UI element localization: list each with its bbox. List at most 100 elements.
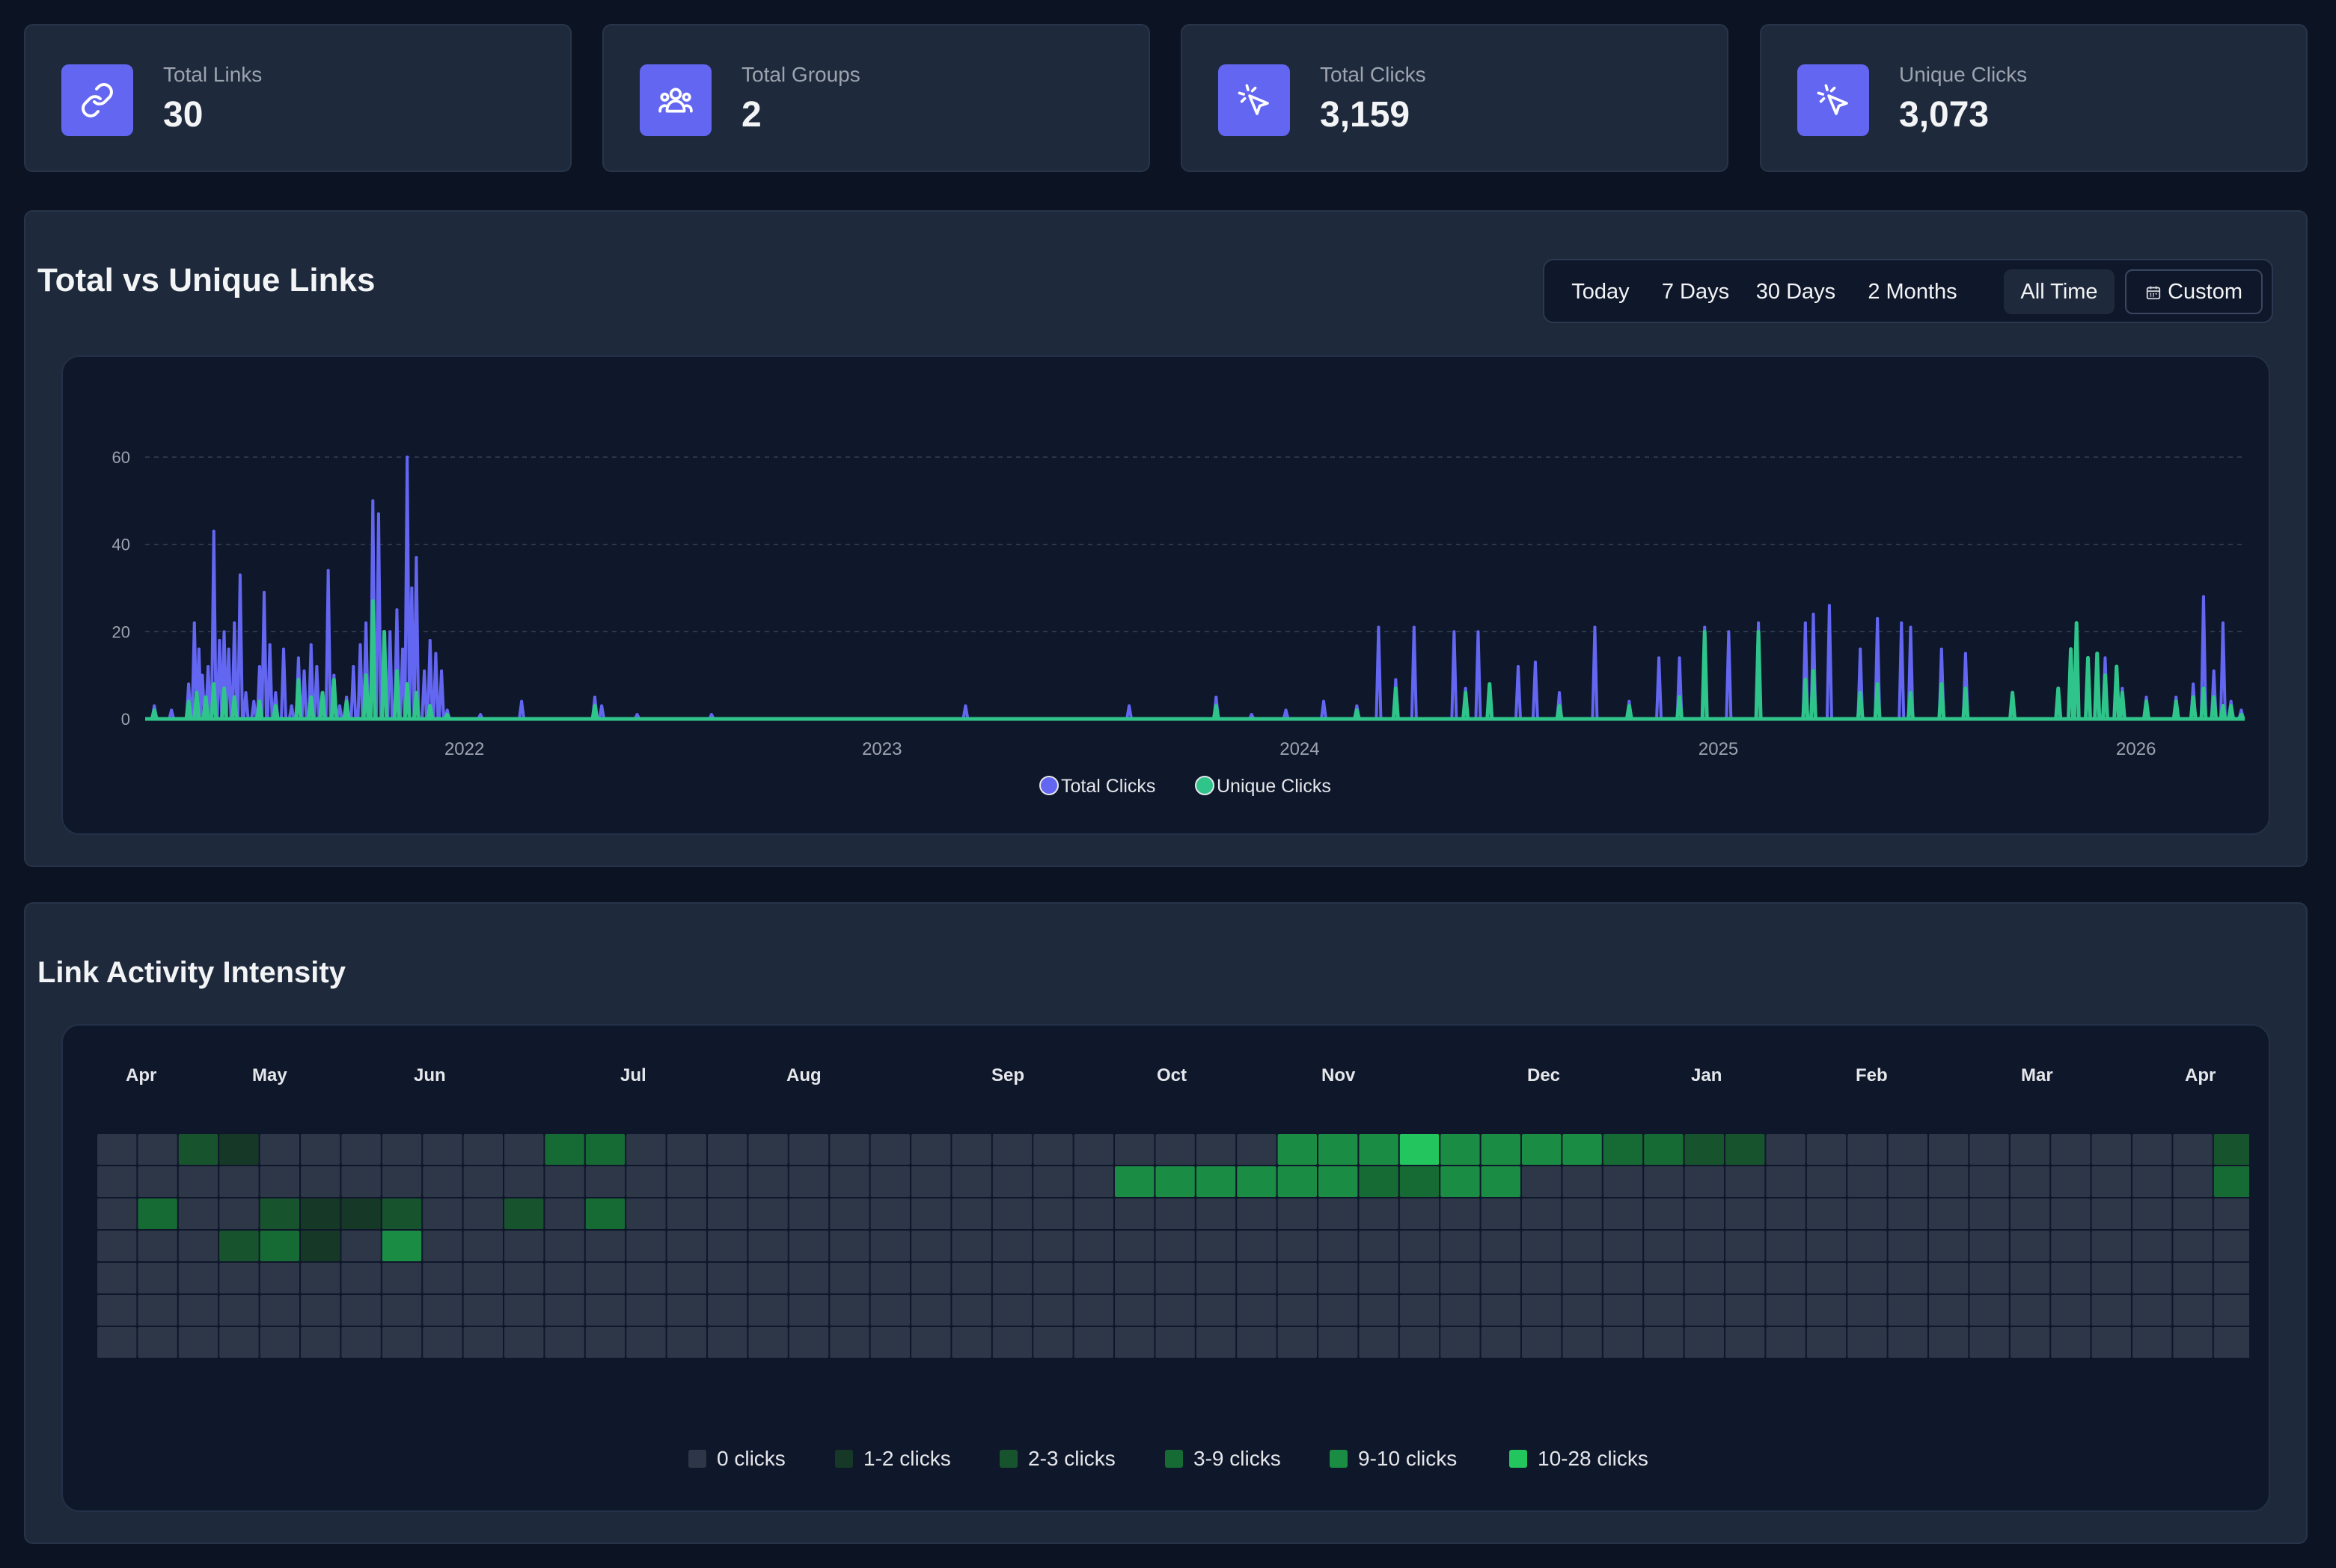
heatmap-cell[interactable] bbox=[1440, 1263, 1480, 1293]
heatmap-cell[interactable] bbox=[1440, 1134, 1480, 1165]
heatmap-cell[interactable] bbox=[667, 1198, 706, 1229]
heatmap-cell[interactable] bbox=[870, 1198, 910, 1229]
heatmap-cell[interactable] bbox=[97, 1231, 137, 1261]
heatmap-cell[interactable] bbox=[1318, 1327, 1358, 1358]
heatmap-cell[interactable] bbox=[1318, 1134, 1358, 1165]
heatmap-cell[interactable] bbox=[463, 1263, 503, 1293]
heatmap-cell[interactable] bbox=[1644, 1327, 1684, 1358]
heatmap-cell[interactable] bbox=[178, 1134, 218, 1165]
heatmap-cell[interactable] bbox=[870, 1134, 910, 1165]
heatmap-cell[interactable] bbox=[1725, 1263, 1765, 1293]
heatmap-cell[interactable] bbox=[1562, 1134, 1602, 1165]
heatmap-cell[interactable] bbox=[301, 1327, 340, 1358]
heatmap-cell[interactable] bbox=[1115, 1231, 1155, 1261]
heatmap-cell[interactable] bbox=[1888, 1327, 1927, 1358]
heatmap-cell[interactable] bbox=[1929, 1263, 1969, 1293]
heatmap-cell[interactable] bbox=[1399, 1166, 1440, 1197]
heatmap-cell[interactable] bbox=[219, 1198, 259, 1229]
heatmap-cell[interactable] bbox=[952, 1134, 991, 1165]
heatmap-cell[interactable] bbox=[1277, 1295, 1317, 1326]
heatmap-cell[interactable] bbox=[1155, 1166, 1195, 1197]
heatmap-cell[interactable] bbox=[1155, 1231, 1195, 1261]
heatmap-cell[interactable] bbox=[341, 1263, 381, 1293]
heatmap-cell[interactable] bbox=[219, 1166, 259, 1197]
heatmap-cell[interactable] bbox=[1155, 1263, 1195, 1293]
heatmap-cell[interactable] bbox=[2173, 1134, 2213, 1165]
heatmap-cell[interactable] bbox=[219, 1231, 259, 1261]
heatmap-cell[interactable] bbox=[260, 1198, 299, 1229]
heatmap-cell[interactable] bbox=[2091, 1134, 2131, 1165]
heatmap-cell[interactable] bbox=[789, 1198, 829, 1229]
heatmap-cell[interactable] bbox=[585, 1166, 626, 1197]
heatmap-cell[interactable] bbox=[952, 1166, 991, 1197]
heatmap-cell[interactable] bbox=[138, 1327, 177, 1358]
heatmap-cell[interactable] bbox=[301, 1263, 340, 1293]
heatmap-cell[interactable] bbox=[1562, 1198, 1602, 1229]
heatmap-cell[interactable] bbox=[708, 1231, 747, 1261]
heatmap-cell[interactable] bbox=[2132, 1166, 2172, 1197]
heatmap-cell[interactable] bbox=[1196, 1263, 1236, 1293]
heatmap-cell[interactable] bbox=[870, 1295, 910, 1326]
heatmap-cell[interactable] bbox=[748, 1134, 788, 1165]
heatmap-cell[interactable] bbox=[1888, 1166, 1927, 1197]
heatmap-cell[interactable] bbox=[382, 1263, 422, 1293]
heatmap-cell[interactable] bbox=[585, 1263, 626, 1293]
heatmap-cell[interactable] bbox=[1644, 1263, 1684, 1293]
heatmap-cell[interactable] bbox=[341, 1231, 381, 1261]
heatmap-cell[interactable] bbox=[667, 1327, 706, 1358]
heatmap-cell[interactable] bbox=[1074, 1263, 1113, 1293]
heatmap-cell[interactable] bbox=[382, 1295, 422, 1326]
heatmap-cell[interactable] bbox=[138, 1166, 177, 1197]
heatmap-cell[interactable] bbox=[1725, 1166, 1765, 1197]
heatmap-cell[interactable] bbox=[952, 1295, 991, 1326]
heatmap-cell[interactable] bbox=[789, 1134, 829, 1165]
heatmap-cell[interactable] bbox=[2051, 1327, 2091, 1358]
heatmap-cell[interactable] bbox=[708, 1263, 747, 1293]
heatmap-cell[interactable] bbox=[341, 1198, 381, 1229]
heatmap-cell[interactable] bbox=[1766, 1263, 1805, 1293]
heatmap-cell[interactable] bbox=[1847, 1295, 1887, 1326]
heatmap-cell[interactable] bbox=[789, 1231, 829, 1261]
heatmap-cell[interactable] bbox=[1277, 1198, 1317, 1229]
heatmap-cell[interactable] bbox=[1481, 1263, 1520, 1293]
heatmap-cell[interactable] bbox=[1033, 1263, 1073, 1293]
heatmap-cell[interactable] bbox=[1399, 1295, 1440, 1326]
heatmap-cell[interactable] bbox=[626, 1327, 666, 1358]
heatmap-cell[interactable] bbox=[1399, 1134, 1440, 1165]
heatmap-cell[interactable] bbox=[504, 1327, 544, 1358]
heatmap-cell[interactable] bbox=[830, 1231, 869, 1261]
heatmap-cell[interactable] bbox=[911, 1327, 951, 1358]
heatmap-cell[interactable] bbox=[178, 1166, 218, 1197]
heatmap-cell[interactable] bbox=[1644, 1134, 1684, 1165]
heatmap-cell[interactable] bbox=[585, 1295, 626, 1326]
heatmap-cell[interactable] bbox=[1237, 1295, 1276, 1326]
heatmap-cell[interactable] bbox=[708, 1134, 747, 1165]
heatmap-cell[interactable] bbox=[2010, 1327, 2050, 1358]
heatmap-cell[interactable] bbox=[626, 1263, 666, 1293]
heatmap-cell[interactable] bbox=[667, 1134, 706, 1165]
heatmap-cell[interactable] bbox=[260, 1295, 299, 1326]
heatmap-cell[interactable] bbox=[2051, 1231, 2091, 1261]
heatmap-cell[interactable] bbox=[1481, 1327, 1520, 1358]
heatmap-cell[interactable] bbox=[260, 1231, 299, 1261]
heatmap-cell[interactable] bbox=[2173, 1295, 2213, 1326]
heatmap-cell[interactable] bbox=[1522, 1263, 1562, 1293]
heatmap-cell[interactable] bbox=[1603, 1198, 1643, 1229]
heatmap-cell[interactable] bbox=[911, 1263, 951, 1293]
heatmap-cell[interactable] bbox=[301, 1295, 340, 1326]
heatmap-cell[interactable] bbox=[1115, 1327, 1155, 1358]
heatmap-cell[interactable] bbox=[2213, 1295, 2249, 1326]
heatmap-cell[interactable] bbox=[1969, 1263, 2009, 1293]
heatmap-cell[interactable] bbox=[423, 1134, 462, 1165]
heatmap-cell[interactable] bbox=[2010, 1295, 2050, 1326]
heatmap-cell[interactable] bbox=[2051, 1166, 2091, 1197]
heatmap-cell[interactable] bbox=[1359, 1198, 1398, 1229]
heatmap-cell[interactable] bbox=[1277, 1231, 1317, 1261]
heatmap-cell[interactable] bbox=[1277, 1327, 1317, 1358]
heatmap-cell[interactable] bbox=[1766, 1231, 1805, 1261]
heatmap-cell[interactable] bbox=[1196, 1134, 1236, 1165]
heatmap-cell[interactable] bbox=[1196, 1198, 1236, 1229]
heatmap-cell[interactable] bbox=[1888, 1198, 1927, 1229]
heatmap-cell[interactable] bbox=[178, 1231, 218, 1261]
heatmap-cell[interactable] bbox=[667, 1166, 706, 1197]
